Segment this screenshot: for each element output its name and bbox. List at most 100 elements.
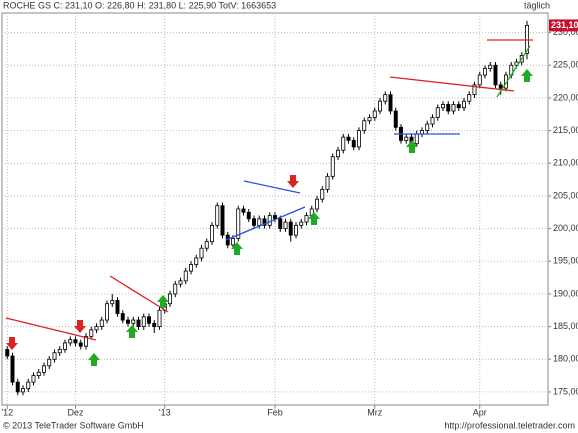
candle-body — [26, 381, 31, 390]
candle-body — [425, 123, 430, 131]
candle-body — [94, 326, 99, 331]
candle-body — [304, 215, 309, 223]
x-tick-label: '12 — [1, 407, 13, 417]
x-tick-label: Mrz — [367, 407, 382, 417]
candle-body — [483, 68, 487, 76]
candle-body — [325, 175, 330, 190]
last-price-box — [549, 19, 578, 32]
y-tick-label: 190,00 — [553, 288, 578, 298]
candle-body — [73, 339, 78, 344]
candle-body — [299, 221, 304, 226]
candle-body — [68, 339, 73, 344]
candle-body — [341, 136, 346, 151]
candle-body — [57, 349, 62, 354]
candle-body — [120, 313, 125, 321]
candle-body — [204, 241, 209, 249]
candle-body — [257, 218, 262, 226]
candle-body — [441, 104, 445, 109]
candle-body — [89, 329, 94, 337]
y-tick-label: 185,00 — [553, 321, 578, 331]
buy-arrow — [231, 242, 243, 255]
candle-body — [152, 322, 157, 328]
candle-body — [367, 117, 372, 122]
x-tick-label: Apr — [473, 407, 487, 417]
candle-body — [215, 205, 220, 226]
trend-line — [5, 317, 97, 341]
candle-body — [262, 218, 267, 226]
y-tick-label: 210,00 — [553, 158, 578, 168]
candle-body — [283, 221, 288, 229]
y-tick-label: 205,00 — [553, 190, 578, 200]
x-tick-label: Feb — [267, 407, 283, 417]
candle-body — [357, 130, 361, 148]
candle-body — [157, 309, 162, 327]
candle-body — [99, 319, 104, 328]
candle-body — [110, 300, 115, 305]
last-price-label: 231,10 — [551, 20, 578, 30]
candle-body — [472, 84, 477, 96]
candle-body — [346, 136, 351, 141]
candle-body — [52, 352, 57, 360]
candle-body — [488, 64, 493, 69]
candle-body — [231, 237, 235, 246]
candle-body — [362, 120, 367, 132]
candle-body — [267, 215, 272, 226]
candle-body — [21, 388, 25, 393]
candle-body — [199, 247, 204, 259]
candle-body — [383, 94, 388, 102]
candle-body — [388, 94, 393, 112]
candle-body — [430, 117, 435, 125]
buy-arrow — [521, 69, 533, 82]
candle-body — [493, 64, 498, 86]
candle-body — [147, 316, 151, 324]
candle-body — [278, 218, 283, 230]
candle-body — [194, 257, 199, 265]
period-label: täglich — [524, 0, 550, 10]
sell-arrow — [6, 337, 18, 350]
candle-body — [236, 208, 241, 239]
sell-arrow — [287, 175, 299, 188]
x-tick-label: Dez — [67, 407, 84, 417]
buy-arrow — [406, 140, 418, 153]
x-tick-label: '13 — [159, 407, 171, 417]
footer-copyright: © 2013 TeleTrader Software GmbH — [3, 420, 144, 430]
y-tick-label: 175,00 — [553, 386, 578, 396]
annotations — [5, 39, 533, 341]
candle-body — [183, 270, 188, 282]
candle-body — [47, 358, 52, 367]
trend-line — [496, 45, 531, 98]
y-tick-label: 220,00 — [553, 92, 578, 102]
candle-body — [378, 100, 382, 112]
y-tick-label: 225,00 — [553, 60, 578, 70]
candle-body — [10, 355, 15, 383]
candle-body — [330, 156, 335, 177]
candle-body — [78, 342, 83, 347]
y-tick-label: 195,00 — [553, 256, 578, 266]
trend-line — [389, 76, 515, 92]
candle-body — [467, 94, 472, 102]
candle-body — [372, 110, 377, 118]
candle-body — [136, 319, 141, 328]
sell-arrow — [74, 320, 86, 333]
candle-body — [31, 375, 36, 383]
candle-body — [246, 211, 251, 220]
candle-body — [498, 84, 503, 89]
candle-body — [173, 283, 178, 295]
candle-body — [241, 208, 246, 213]
arrows — [6, 69, 533, 366]
candle-body — [456, 104, 461, 109]
y-tick-label: 180,00 — [553, 354, 578, 364]
candle-body — [115, 300, 120, 314]
candle-body — [288, 221, 293, 236]
candle-body — [435, 107, 440, 118]
candle-body — [105, 303, 109, 321]
candle-body — [36, 371, 41, 377]
candle-body — [131, 319, 136, 324]
trend-line — [243, 180, 301, 194]
buy-arrow — [157, 295, 169, 308]
candle-body — [42, 365, 46, 373]
candle-body — [315, 198, 319, 210]
y-tick-label: 215,00 — [553, 125, 578, 135]
candle-body — [273, 215, 277, 220]
